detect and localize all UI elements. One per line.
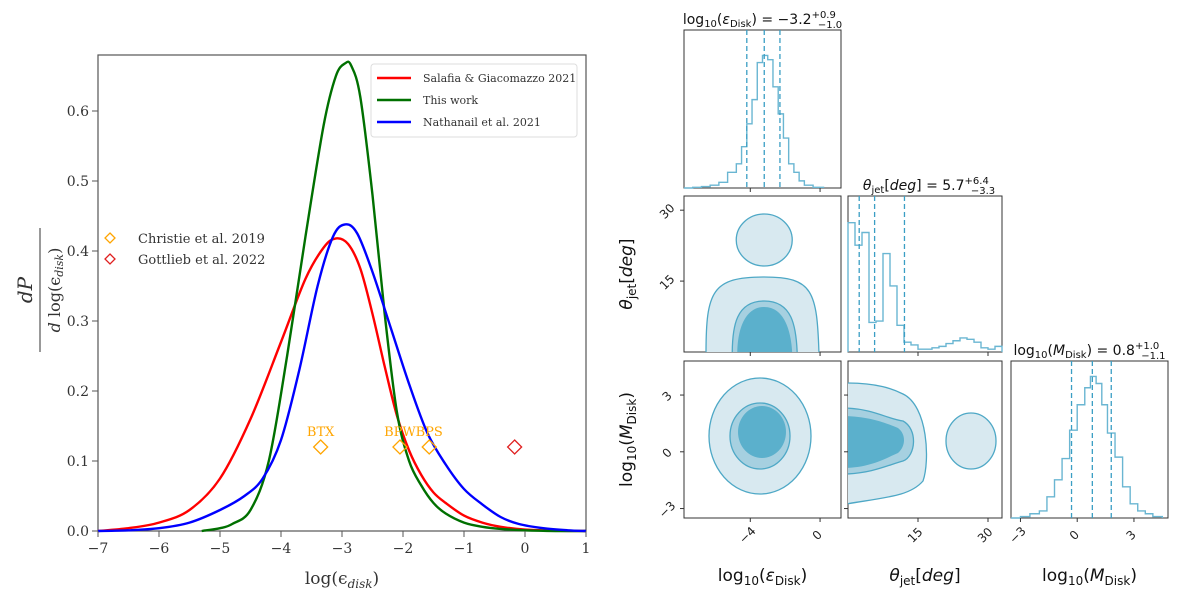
x-tick-label: −4	[271, 541, 292, 557]
marker-label: BPS	[416, 425, 443, 440]
series-line-1	[201, 60, 587, 533]
panel-frame	[847, 195, 1003, 353]
histogram-step	[684, 54, 825, 189]
param-title: θjet[deg] = 5.7+6.4 −3.3	[863, 176, 995, 197]
x-tick-label: −1	[454, 541, 475, 557]
y-tick-label: 0.5	[67, 174, 89, 190]
histogram-step	[1011, 375, 1164, 519]
x-tick-label: −7	[88, 541, 109, 557]
histogram-step	[847, 221, 1003, 352]
legend-label: Nathanail et al. 2021	[423, 116, 541, 129]
marker-label: BPW	[384, 425, 416, 440]
y-tick-label: 0.3	[67, 314, 89, 330]
tick-label: 15	[905, 525, 926, 546]
diamond-marker	[506, 439, 523, 455]
histogram-panel-0: log10(εDisk) = −3.2+0.9 −1.0	[683, 10, 842, 189]
tick-label: 3	[660, 389, 675, 404]
tick-label: −3	[1006, 524, 1028, 546]
x-tick-label: 0	[521, 541, 530, 557]
panel-frame	[683, 29, 842, 189]
diamond-marker	[392, 439, 408, 455]
y-axis-label-1: θjet[deg]	[617, 238, 639, 309]
x-axis-label-1: θjet[deg]	[889, 566, 960, 588]
legend-box	[370, 63, 578, 138]
contours	[848, 382, 997, 505]
marker-legend-label: Christie et al. 2019	[138, 232, 265, 247]
contours	[705, 213, 820, 352]
y-tick-label: 0.1	[67, 454, 89, 470]
left-chart: BTX BPW BPS −7 −6 −5 −4 −3 −2 −1 0 1 0.0 0.1 0.2 0.3 0.…	[13, 54, 591, 591]
x-tick-label: −6	[149, 541, 170, 557]
x-tick-label: −3	[332, 541, 353, 557]
param-title: log10(MDisk) = 0.8+1.0 −1.1	[1013, 341, 1165, 362]
tick-label: 0	[660, 445, 675, 460]
contour-inner	[738, 406, 786, 458]
diamond-marker	[312, 439, 329, 455]
contour-inner	[848, 416, 904, 468]
tick-label: 30	[657, 201, 678, 222]
legend-label: Salafia & Giacomazzo 2021	[423, 72, 576, 85]
x-tick-label: 1	[582, 541, 591, 557]
y-tick-label: 0.4	[67, 244, 89, 260]
series-line-2	[97, 223, 587, 533]
tick-label: 15	[657, 272, 678, 293]
contour-panel-theta-mdisk	[847, 360, 1003, 519]
y-axis-label-2: log10(MDisk)	[617, 392, 639, 487]
y-tick-label: 0.0	[67, 524, 89, 540]
x-tick-label: −5	[210, 541, 231, 557]
x-axis-label-0: log10(εDisk)	[718, 566, 807, 588]
marker-legend-label: Gottlieb et al. 2022	[138, 253, 265, 268]
marker-label: BTX	[307, 425, 335, 440]
y-tick-label: 0.6	[67, 104, 89, 120]
contour-island	[735, 213, 793, 267]
contour-panel-eps-theta	[683, 195, 842, 353]
y-tick-label: 0.2	[67, 384, 89, 400]
marker-legend-swatch	[104, 232, 116, 244]
tick-label: 3	[1123, 528, 1138, 543]
tick-label: 0	[1067, 528, 1082, 543]
histogram-panel-2: log10(MDisk) = 0.8+1.0 −1.1	[1010, 341, 1169, 519]
tick-label: −4	[736, 524, 758, 546]
contour-inner	[737, 307, 793, 352]
x-tick-label: −2	[393, 541, 414, 557]
param-title: log10(εDisk) = −3.2+0.9 −1.0	[683, 10, 842, 31]
diamond-marker	[421, 439, 438, 455]
series-line-0	[97, 237, 587, 533]
panel-frame	[1010, 360, 1169, 519]
tick-label: 0	[810, 528, 825, 543]
legend-label: This work	[423, 94, 478, 107]
contour-island	[945, 412, 997, 470]
x-axis-label-2: log10(MDisk)	[1042, 566, 1137, 588]
histogram-panel-1: θjet[deg] = 5.7+6.4 −3.3	[847, 176, 1003, 353]
y-label-numerator: dP	[13, 276, 37, 303]
marker-legend-swatch	[104, 253, 116, 265]
contour-panel-eps-mdisk	[683, 360, 842, 519]
tick-label: 30	[975, 525, 996, 546]
tick-label: −3	[656, 499, 678, 521]
